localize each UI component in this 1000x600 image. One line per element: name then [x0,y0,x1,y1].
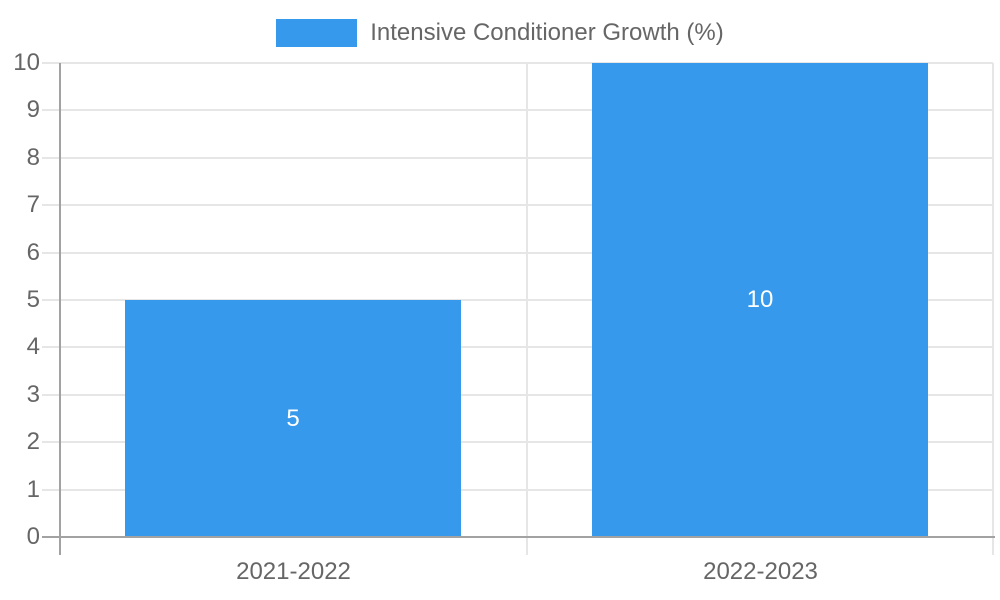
gridline [42,346,993,348]
category-boundary-line [526,63,528,555]
x-axis-tick-labels: 2021-2022 2022-2023 [60,557,993,587]
bar-value-label: 10 [746,286,774,313]
y-axis-tick-labels: 0 1 2 3 4 5 6 7 8 9 10 [0,49,40,550]
y-tick-label: 9 [26,96,40,123]
gridline [42,252,993,254]
y-tick-label: 6 [26,239,40,266]
gridline [42,62,993,64]
plot-area: 5 10 [42,62,995,555]
legend-swatch-icon [276,19,358,47]
gridline [42,109,993,111]
bar-value-label: 5 [286,405,300,432]
legend-label: Intensive Conditioner Growth (%) [370,19,724,46]
y-tick-label: 10 [13,49,40,76]
gridline [42,536,995,538]
y-tick-label: 2 [26,428,40,455]
bar-2022-2023[interactable]: 10 [592,63,928,537]
gridline [42,441,993,443]
gridline [42,394,993,396]
y-tick-label: 8 [26,144,40,171]
gridline [42,299,993,301]
gridline [42,489,993,491]
y-tick-label: 4 [26,333,40,360]
bar-2021-2022[interactable]: 5 [125,300,461,537]
gridline [42,157,993,159]
y-tick-label: 1 [26,476,40,503]
x-tick-label: 2021-2022 [236,558,351,585]
y-tick-label: 5 [26,286,40,313]
gridline [42,204,993,206]
chart-legend[interactable]: Intensive Conditioner Growth (%) [0,19,1000,47]
x-tick-label: 2022-2023 [703,558,818,585]
category-boundary-line [992,63,994,555]
y-tick-label: 0 [26,523,40,550]
y-axis-line [59,63,61,555]
y-tick-label: 3 [26,381,40,408]
y-tick-label: 7 [26,191,40,218]
